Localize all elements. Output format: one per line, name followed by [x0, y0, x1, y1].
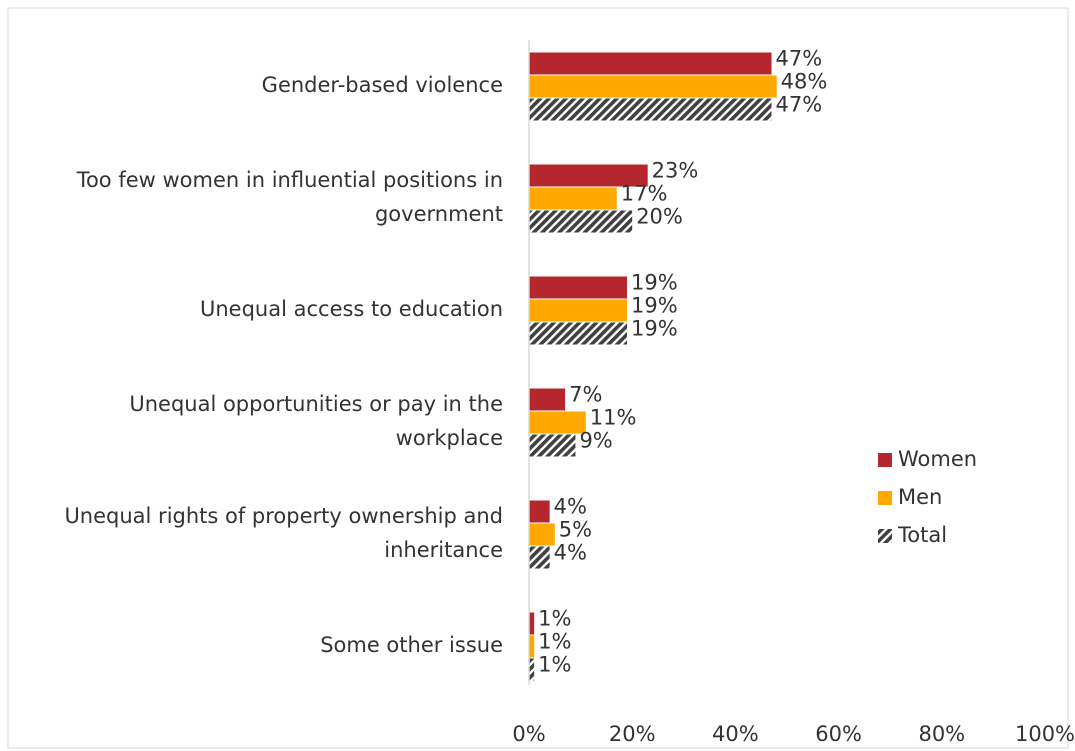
legend-swatch: [878, 491, 892, 505]
bar: [529, 388, 566, 411]
bar: [529, 658, 535, 681]
value-label: 4%: [554, 541, 587, 565]
value-label: 4%: [554, 495, 587, 519]
legend-swatch: [878, 453, 892, 467]
value-label: 48%: [781, 70, 828, 94]
bar: [529, 299, 628, 322]
category-label: Gender-based violence: [262, 73, 503, 97]
bar: [529, 500, 550, 523]
value-label: 1%: [538, 653, 571, 677]
bar: [529, 322, 628, 345]
x-tick-label: 40%: [712, 722, 759, 746]
bar: [529, 98, 772, 121]
value-label: 1%: [538, 607, 571, 631]
value-label: 11%: [590, 406, 637, 430]
bar: [529, 612, 535, 635]
value-label: 7%: [569, 383, 602, 407]
value-label: 19%: [631, 271, 678, 295]
value-label: 23%: [652, 159, 699, 183]
bar: [529, 75, 777, 98]
x-tick-label: 80%: [918, 722, 965, 746]
x-tick-label: 100%: [1015, 722, 1075, 746]
legend-label: Total: [897, 523, 947, 547]
legend-swatch: [878, 529, 892, 543]
value-label: 19%: [631, 294, 678, 318]
legend-label: Men: [898, 485, 942, 509]
bar: [529, 635, 535, 658]
bar: [529, 411, 586, 434]
category-label: Unequal opportunities or pay in the workp…: [129, 392, 503, 450]
category-label: Too few women in influential positions i…: [76, 168, 503, 226]
value-label: 9%: [579, 429, 612, 453]
value-label: 1%: [538, 630, 571, 654]
bar: [529, 434, 576, 457]
value-label: 5%: [559, 518, 592, 542]
category-label: Unequal rights of property ownership and…: [64, 504, 503, 562]
legend-label: Women: [898, 447, 977, 471]
bar: [529, 210, 633, 233]
category-label: Some other issue: [320, 633, 503, 657]
bar: [529, 523, 555, 546]
bar: [529, 187, 617, 210]
category-label: Unequal access to education: [200, 297, 503, 321]
value-label: 19%: [631, 317, 678, 341]
bar: [529, 546, 550, 569]
value-label: 47%: [776, 47, 823, 71]
bar: [529, 276, 628, 299]
x-tick-label: 20%: [609, 722, 656, 746]
x-tick-label: 0%: [512, 722, 545, 746]
chart-border: [7, 7, 1069, 749]
value-label: 20%: [636, 205, 683, 229]
value-label: 47%: [776, 93, 823, 117]
bar: [529, 164, 648, 187]
value-label: 17%: [621, 182, 668, 206]
x-tick-label: 60%: [815, 722, 862, 746]
bar: [529, 52, 772, 75]
